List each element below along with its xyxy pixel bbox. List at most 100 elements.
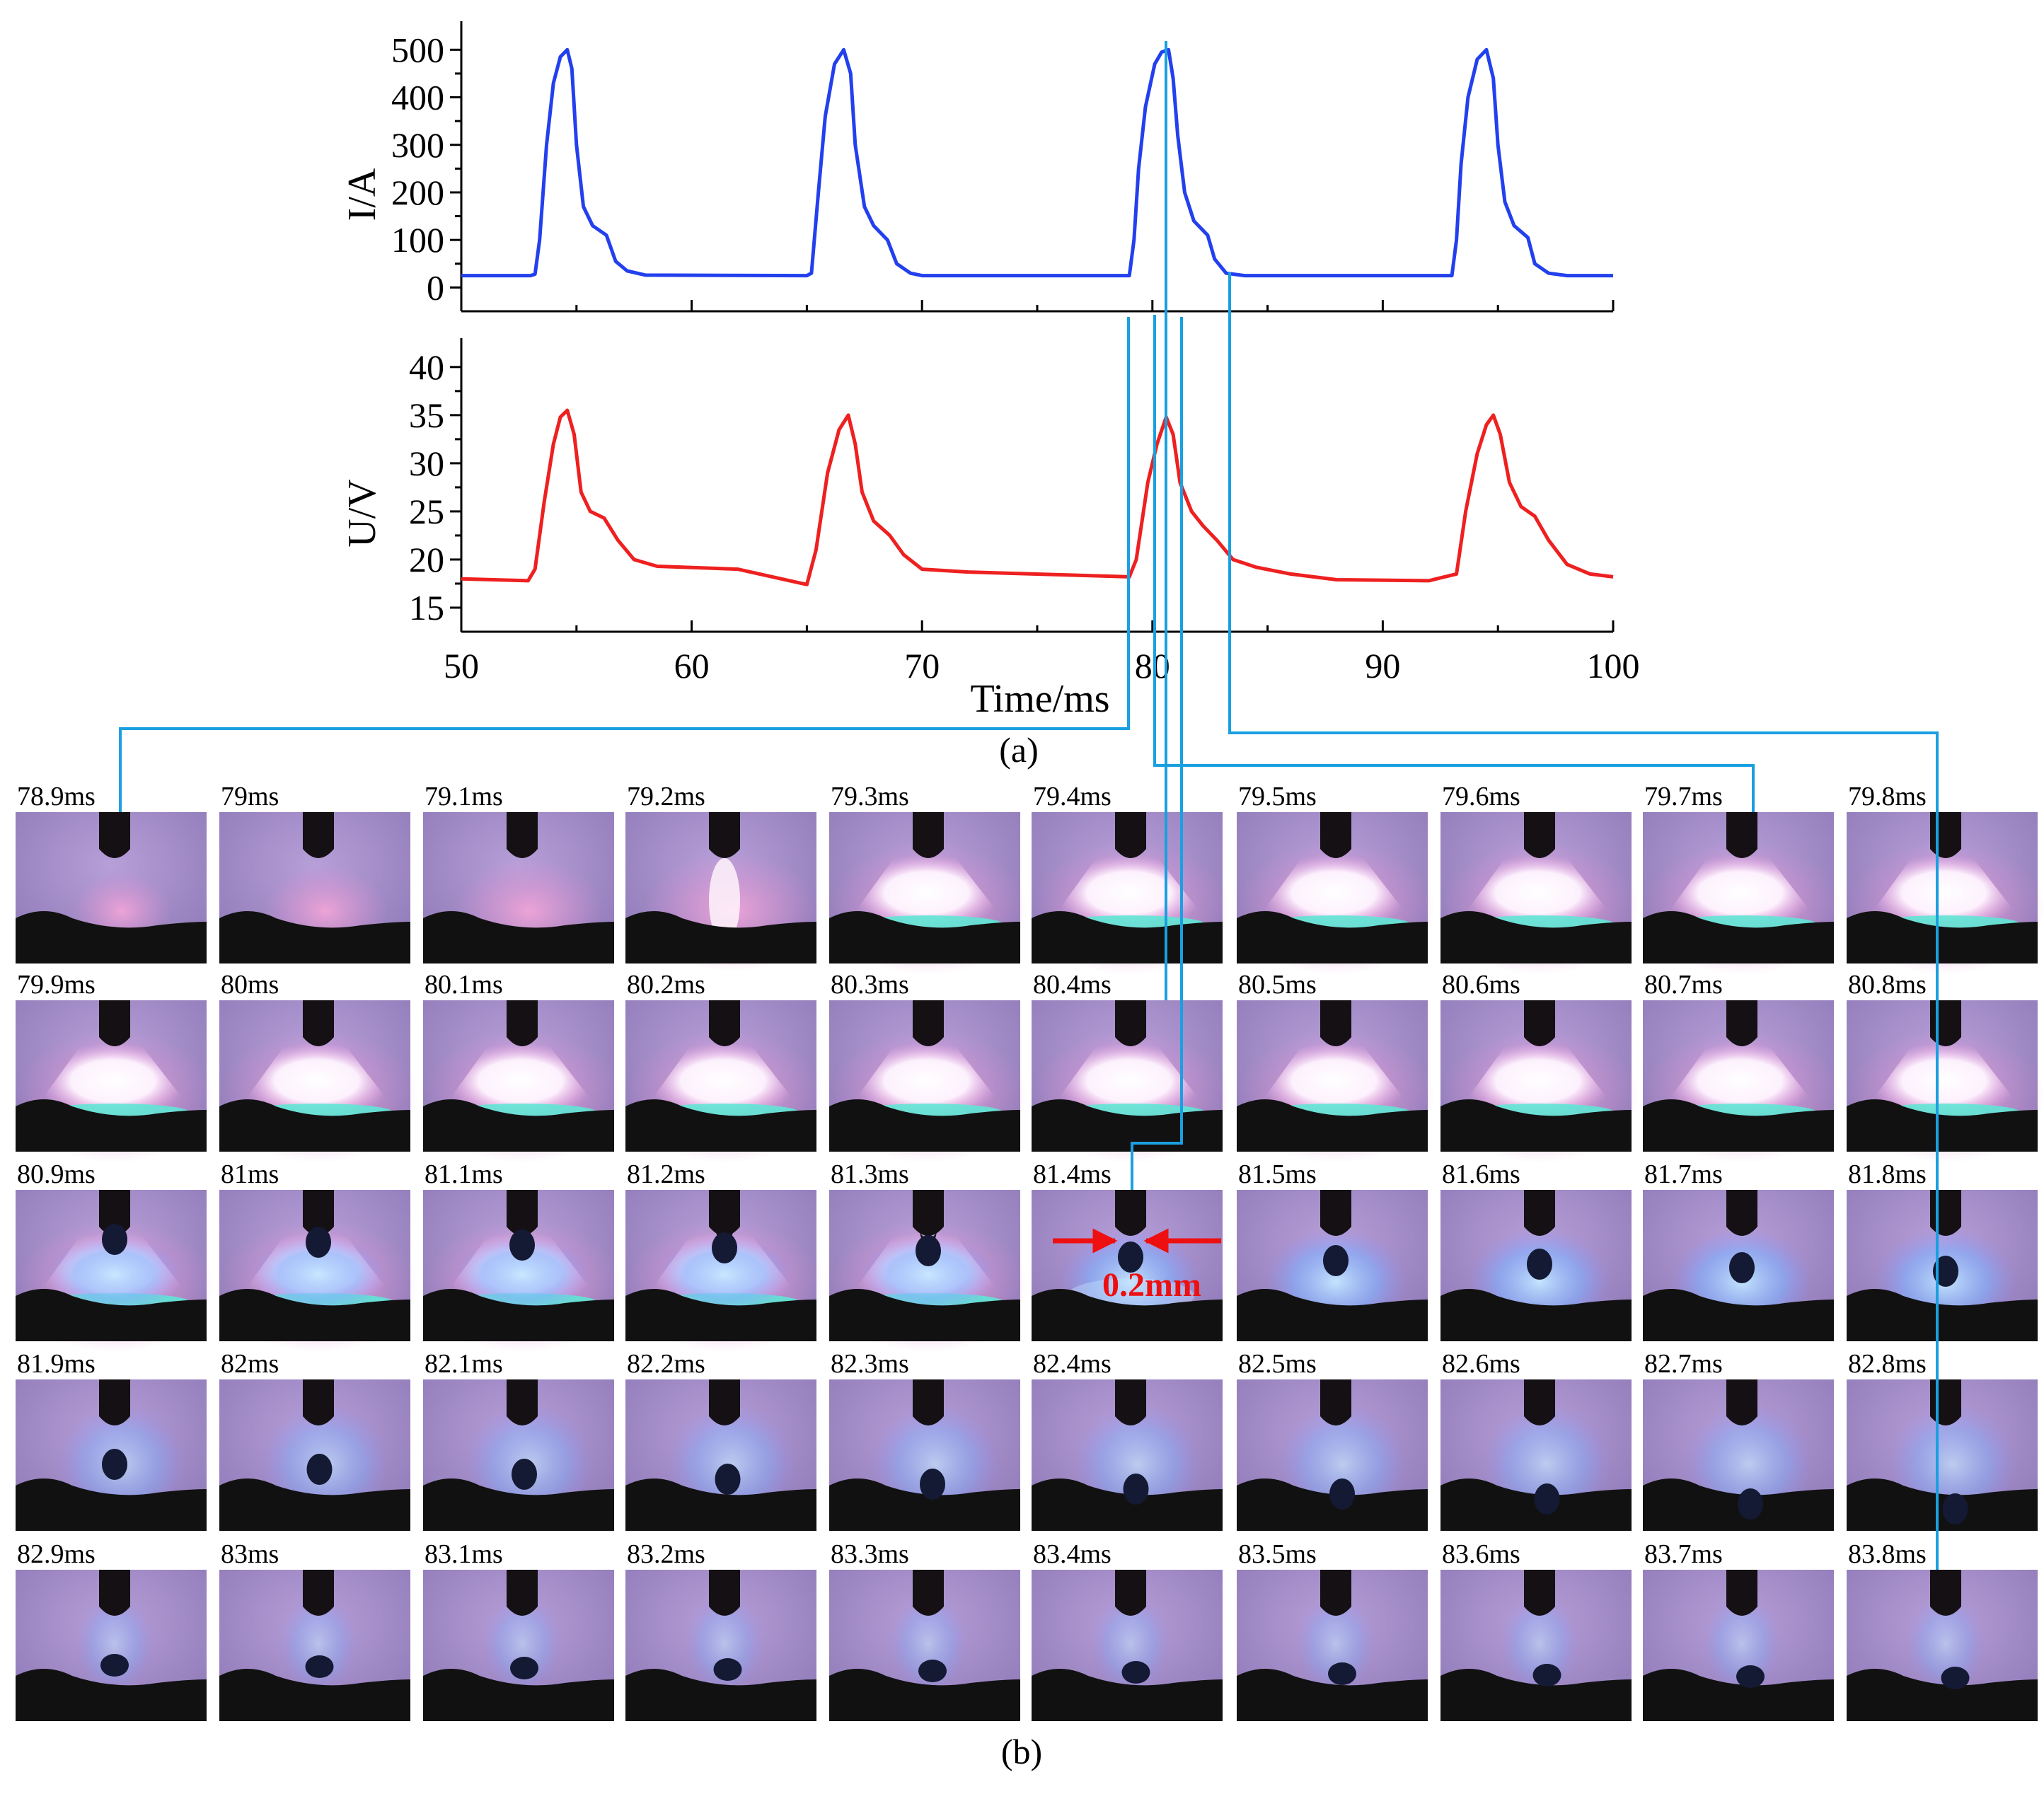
electrode xyxy=(1115,812,1146,858)
video-frame: 80.7ms xyxy=(1643,970,1841,1163)
neck-width-label: 0.2mm xyxy=(1102,1266,1201,1304)
y-tick-label: 500 xyxy=(391,30,444,69)
connector-line xyxy=(1131,317,1183,1190)
droplet xyxy=(916,1235,941,1266)
electrode xyxy=(507,812,538,858)
y-tick-label: 0 xyxy=(427,267,444,307)
electrode xyxy=(709,1570,740,1616)
workpiece xyxy=(423,1478,614,1531)
electrode xyxy=(1726,812,1757,858)
droplet xyxy=(1323,1245,1349,1276)
droplet xyxy=(715,1464,741,1495)
video-frame: 78.9ms xyxy=(16,782,207,963)
connector-line xyxy=(1228,272,1939,1570)
frame-time-label: 80.5ms xyxy=(1238,970,1317,1000)
video-frame: 81.7ms xyxy=(1643,1159,1834,1341)
frame-time-label: 81ms xyxy=(221,1159,279,1189)
droplet xyxy=(1933,1256,1958,1287)
frame-grid: 78.9ms 79ms 79.1ms 79.2ms 79.3ms 79.4ms 79.5ms… xyxy=(16,782,2044,1721)
electrode xyxy=(913,812,944,858)
electrode xyxy=(507,1190,538,1236)
workpiece xyxy=(423,1669,614,1721)
electrode xyxy=(1726,1570,1757,1616)
electrode xyxy=(507,1570,538,1616)
droplet xyxy=(1527,1249,1552,1280)
frame-time-label: 83.3ms xyxy=(831,1539,909,1569)
frame-time-label: 79.5ms xyxy=(1238,782,1317,811)
arc-core xyxy=(647,1043,799,1119)
video-frame: 82.2ms xyxy=(625,1349,816,1531)
blue-plasma xyxy=(483,1595,561,1694)
frame-time-label: 79.9ms xyxy=(17,970,96,1000)
video-frame: 83.7ms xyxy=(1643,1539,1834,1721)
frame-time-label: 81.6ms xyxy=(1442,1159,1520,1189)
arc-core xyxy=(1868,855,2020,931)
electrode xyxy=(99,1000,130,1046)
arc-core xyxy=(241,1043,393,1119)
y-tick-label: 15 xyxy=(409,588,444,627)
x-tick-label: 80 xyxy=(1135,646,1170,685)
blue-plasma xyxy=(1092,1595,1170,1694)
electrode xyxy=(913,1379,944,1425)
video-frame: 80.3ms xyxy=(829,970,1027,1163)
electrode xyxy=(1930,1379,1961,1425)
frame-time-label: 79ms xyxy=(221,782,279,811)
frame-time-label: 83.5ms xyxy=(1238,1539,1317,1569)
electrode xyxy=(1320,1379,1351,1425)
blue-plasma xyxy=(1297,1595,1375,1694)
frame-time-label: 80.4ms xyxy=(1033,970,1112,1000)
video-frame: 83.3ms xyxy=(829,1539,1020,1721)
droplet xyxy=(713,1658,742,1681)
electrode xyxy=(303,812,334,858)
electrode xyxy=(1115,1570,1146,1616)
electrode xyxy=(507,1379,538,1425)
y-tick-label: 200 xyxy=(391,173,444,212)
frame-time-label: 81.2ms xyxy=(627,1159,705,1189)
frame-time-label: 79.7ms xyxy=(1644,782,1723,811)
blue-plasma xyxy=(279,1595,357,1694)
arc-core xyxy=(1053,1043,1205,1119)
workpiece xyxy=(423,1289,614,1341)
x-tick-label: 90 xyxy=(1365,646,1400,685)
neck-annotation: 0.2mm xyxy=(1053,1228,1221,1304)
frame-time-label: 79.3ms xyxy=(831,782,909,811)
x-tick-label: 60 xyxy=(674,646,710,685)
workpiece xyxy=(219,1289,410,1341)
video-frame: 82.8ms xyxy=(1847,1349,2038,1531)
workpiece xyxy=(1847,1099,2038,1152)
video-frame: 79.9ms xyxy=(16,970,214,1163)
droplet xyxy=(1736,1665,1765,1688)
frame-time-label: 80.8ms xyxy=(1848,970,1927,1000)
video-frame: 83.1ms xyxy=(423,1539,614,1721)
workpiece xyxy=(16,1099,207,1152)
workpiece xyxy=(1237,1669,1428,1721)
workpiece xyxy=(219,1478,410,1531)
video-frame: 79.5ms xyxy=(1237,782,1435,975)
workpiece xyxy=(1847,1478,2038,1531)
y-tick-label: 20 xyxy=(409,540,444,579)
droplet xyxy=(306,1227,331,1258)
current-chart: 0 100 200 300 400 500 I/A xyxy=(340,21,1615,313)
video-frame: 79.7ms xyxy=(1643,782,1841,975)
arc-core xyxy=(1462,1043,1614,1119)
workpiece xyxy=(219,911,410,963)
workpiece xyxy=(219,1099,410,1152)
workpiece xyxy=(1237,1478,1428,1531)
frame-time-label: 79.4ms xyxy=(1033,782,1112,811)
workpiece xyxy=(1643,1289,1834,1341)
frame-time-label: 83.6ms xyxy=(1442,1539,1520,1569)
droplet xyxy=(712,1232,737,1263)
electrode xyxy=(507,1000,538,1046)
electrode xyxy=(709,1379,740,1425)
workpiece xyxy=(829,1669,1020,1721)
workpiece xyxy=(16,911,207,963)
y-axis-title: U/V xyxy=(340,479,384,547)
video-frame: 80.2ms xyxy=(625,970,824,1163)
electrode xyxy=(1726,1379,1757,1425)
panel-a-label: (a) xyxy=(999,730,1039,770)
arc-core xyxy=(1258,855,1410,931)
workpiece xyxy=(423,911,614,963)
video-frame: 82.5ms xyxy=(1237,1349,1428,1531)
droplet xyxy=(1329,1478,1355,1510)
video-frame: 79.1ms xyxy=(423,782,614,964)
